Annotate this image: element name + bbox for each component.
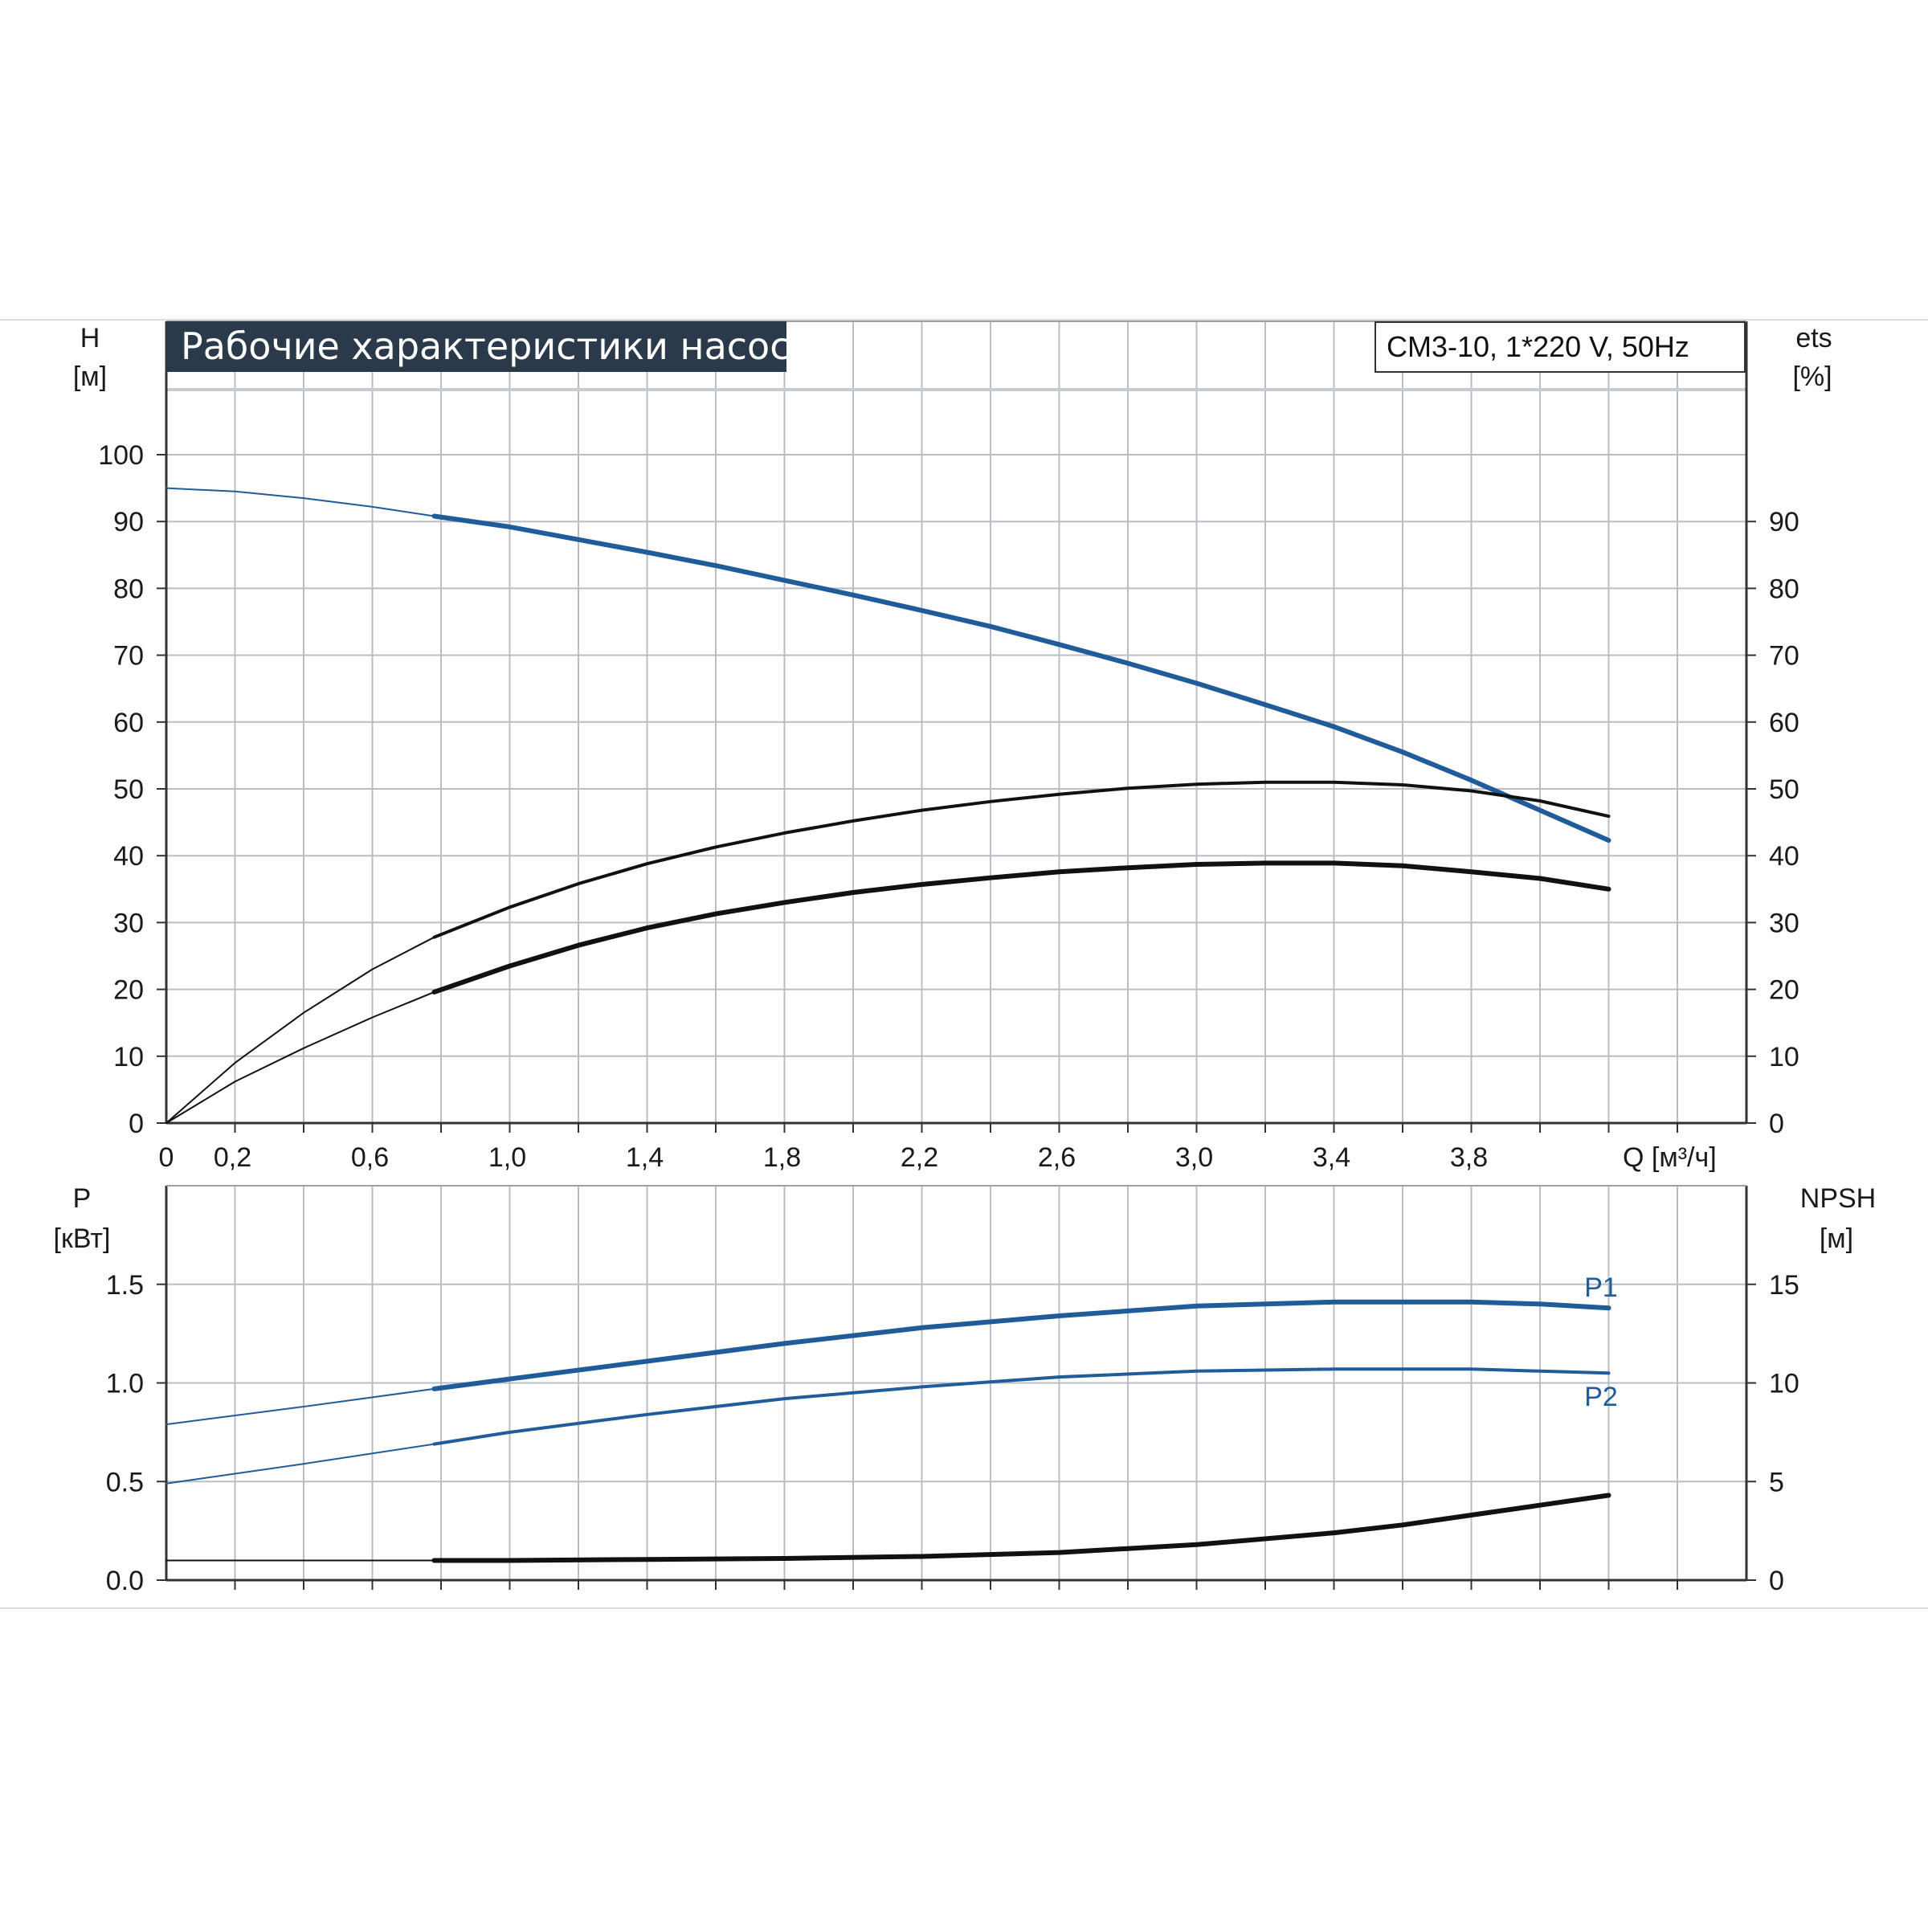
y-tick-label-left: 70 — [113, 641, 144, 672]
y-tick-label-right: 10 — [1769, 1369, 1799, 1399]
chart-title: Рабочие характеристики насоса — [181, 325, 813, 368]
y-tick-label-left: 10 — [113, 1042, 144, 1072]
y-tick-label-right: 80 — [1769, 574, 1799, 604]
x-tick-label: 3,8 — [1450, 1142, 1488, 1173]
y-tick-label-left: 1.5 — [106, 1270, 144, 1301]
y-tick-label-left: 60 — [113, 708, 144, 738]
x-tick-label: 1,8 — [763, 1142, 801, 1173]
bottom-y-right-unit: [м] — [1820, 1223, 1853, 1254]
series-line-p2 — [432, 1367, 1611, 1446]
y-tick-label-right: 0 — [1769, 1109, 1784, 1139]
series-label-p2: P2 — [1584, 1382, 1618, 1412]
x-tick-label: 1,0 — [488, 1142, 526, 1173]
bottom-y-left-label: P — [73, 1183, 92, 1214]
y-tick-label-right: 40 — [1769, 841, 1799, 872]
x-tick-label: 0,6 — [351, 1142, 389, 1173]
title-box — [166, 321, 786, 372]
x-tick-label: 0 — [159, 1142, 174, 1173]
y-tick-label-right: 50 — [1769, 774, 1799, 805]
y-tick-label-left: 90 — [113, 507, 144, 537]
bottom-y-right-label: NPSH — [1800, 1183, 1876, 1214]
y-tick-label-left: 1.0 — [106, 1369, 144, 1399]
series-line-p2-extension — [165, 1443, 435, 1485]
y-tick-label-left: 0.5 — [106, 1467, 144, 1497]
y-tick-label-left: 100 — [98, 440, 144, 471]
y-tick-label-right: 15 — [1769, 1270, 1799, 1301]
series-line-curve-1-3 — [431, 860, 1611, 995]
x-tick-label: 0,2 — [214, 1142, 251, 1173]
series-line-p1 — [431, 1299, 1611, 1391]
y-tick-label-left: 40 — [113, 841, 144, 872]
y-tick-label-left: 80 — [113, 574, 144, 604]
top-y-right-label: ets — [1795, 323, 1832, 353]
model-label: CM3-10, 1*220 V, 50Hz — [1387, 330, 1689, 363]
series-line-curve-1-1 — [431, 513, 1611, 843]
y-tick-label-right: 60 — [1769, 708, 1799, 738]
series-line-curve-1-2 — [432, 780, 1611, 939]
top-y-left-unit: [м] — [73, 361, 107, 392]
series-line-p1-extension — [165, 1387, 435, 1426]
y-tick-label-left: 0 — [129, 1109, 144, 1139]
y-tick-label-right: 70 — [1769, 641, 1799, 672]
top-y-left-label: H — [80, 323, 100, 353]
top-y-right-unit: [%] — [1792, 361, 1832, 392]
y-tick-label-right: 10 — [1769, 1042, 1799, 1072]
x-tick-label: 1,4 — [626, 1142, 664, 1173]
y-tick-label-right: 0 — [1769, 1566, 1784, 1596]
x-tick-label: 3,0 — [1175, 1142, 1213, 1173]
y-tick-label-left: 50 — [113, 774, 144, 805]
x-axis-label: Q [м³/ч] — [1623, 1142, 1717, 1173]
series-line-curve-1-3-extension — [165, 991, 435, 1124]
y-tick-label-right: 20 — [1769, 975, 1799, 1006]
y-tick-label-left: 30 — [113, 908, 144, 938]
y-tick-label-left: 20 — [113, 975, 144, 1006]
series-line-curve-1-2-extension — [165, 936, 435, 1124]
series-line-curve-2-3 — [431, 1493, 1611, 1563]
series-label-p1: P1 — [1584, 1272, 1618, 1303]
bottom-y-left-unit: [кВт] — [54, 1223, 111, 1254]
y-tick-label-right: 90 — [1769, 507, 1799, 537]
x-tick-label: 3,4 — [1313, 1142, 1350, 1173]
y-tick-label-left: 0.0 — [106, 1566, 144, 1596]
series-line-curve-1-1-extension — [165, 487, 435, 517]
model-box — [1375, 321, 1746, 373]
y-tick-label-right: 5 — [1769, 1467, 1784, 1497]
x-tick-label: 2,2 — [901, 1142, 938, 1173]
y-tick-label-right: 30 — [1769, 908, 1799, 938]
x-tick-label: 2,6 — [1038, 1142, 1076, 1173]
